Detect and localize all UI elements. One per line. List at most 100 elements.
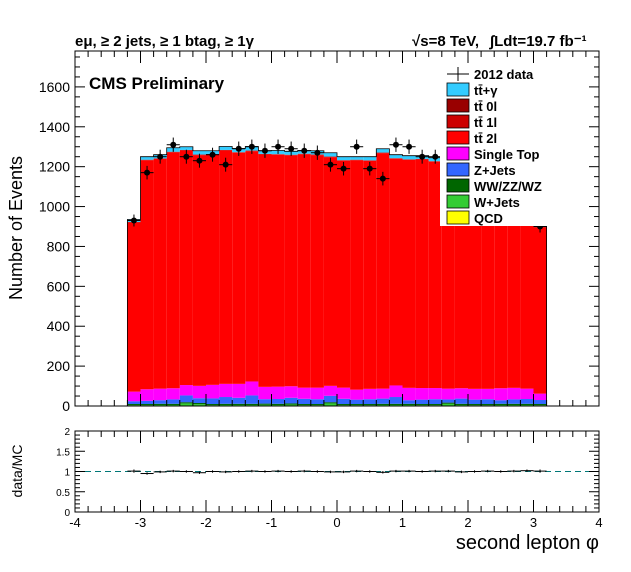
- ratio-point: [468, 470, 482, 473]
- x-tick-label: 4: [595, 515, 602, 530]
- bar-single-top: [232, 383, 246, 398]
- main-y-axis-title: Number of Events: [6, 156, 26, 300]
- data-point: [284, 141, 298, 156]
- bar-z-jets: [310, 399, 324, 405]
- bar-ww-zz-wz: [310, 404, 324, 406]
- legend-entry: tt̄ 1l: [446, 114, 497, 130]
- bar-w-jets: [284, 404, 298, 406]
- bar-tt: [363, 156, 377, 161]
- bar-tt: [337, 156, 351, 161]
- bar-single-top: [219, 383, 233, 398]
- ratio-point: [310, 470, 324, 473]
- y-tick-label: 1000: [39, 199, 70, 215]
- bar-tt-2l: [206, 154, 220, 385]
- bar-ww-zz-wz: [363, 404, 377, 406]
- bar-z-jets: [481, 399, 495, 405]
- bar-single-top: [494, 388, 508, 401]
- bar-ww-zz-wz: [284, 403, 298, 405]
- bar-tt: [323, 152, 337, 157]
- x-tick-label: 3: [530, 515, 537, 530]
- bar-single-top: [166, 388, 180, 400]
- y-tick-label: 200: [47, 358, 71, 374]
- data-point: [166, 137, 180, 152]
- data-point: [323, 157, 337, 172]
- data-point-marker: [314, 149, 321, 156]
- legend-entry: WW/ZZ/WZ: [446, 178, 542, 194]
- bar-single-top: [245, 381, 259, 396]
- bar-z-jets: [192, 398, 206, 404]
- bar-z-jets: [415, 399, 429, 405]
- bar-w-jets: [219, 405, 233, 406]
- ratio-points: [127, 469, 547, 475]
- bar-ww-zz-wz: [219, 403, 233, 406]
- bar-z-jets: [363, 399, 377, 405]
- ratio-plot-panel: 0 0.5 1 1.5 2 -4 -3 -2 -1 0 1 2 3 4: [56, 427, 603, 530]
- data-point-marker: [392, 141, 399, 148]
- bar-tt: [192, 150, 206, 155]
- ratio-point: [153, 470, 167, 474]
- ratio-point: [494, 470, 508, 473]
- bar-ww-zz-wz: [468, 404, 482, 406]
- bar-tt-2l: [533, 227, 547, 394]
- bar-ww-zz-wz: [481, 404, 495, 406]
- ratio-point: [258, 470, 272, 473]
- data-point: [428, 149, 442, 164]
- bar-tt-2l: [323, 157, 337, 386]
- legend-swatch: [446, 146, 470, 161]
- data-point-marker: [340, 165, 347, 172]
- legend-label: Single Top: [474, 147, 540, 162]
- data-point-marker: [235, 145, 242, 152]
- bar-z-jets: [402, 400, 416, 404]
- data-point-marker: [261, 147, 268, 154]
- ratio-point: [232, 470, 246, 473]
- bar-z-jets: [179, 395, 193, 403]
- bar-ww-zz-wz: [179, 402, 193, 404]
- bar-tt: [402, 155, 416, 160]
- bar-w-jets: [245, 405, 259, 406]
- legend-entry: tt̄ 0l: [446, 98, 497, 114]
- bar-w-jets: [323, 403, 337, 406]
- data-point-marker: [366, 165, 373, 172]
- bar-z-jets: [271, 399, 285, 404]
- bar-z-jets: [441, 399, 455, 403]
- bar-z-jets: [140, 400, 154, 405]
- y-tick-label: 800: [47, 238, 71, 254]
- legend-label: tt̄+γ: [474, 83, 498, 98]
- data-point: [297, 143, 311, 158]
- bar-z-jets: [127, 401, 141, 405]
- bar-tt: [179, 146, 193, 150]
- stacked-histogram: [127, 146, 547, 406]
- legend-label: tt̄ 2l: [474, 131, 497, 146]
- bar-tt-2l: [350, 160, 364, 390]
- bar-ww-zz-wz: [127, 404, 141, 406]
- bar-tt: [350, 156, 364, 160]
- bar-z-jets: [219, 397, 233, 404]
- x-tick-label: -4: [69, 515, 81, 530]
- bar-single-top: [468, 388, 482, 400]
- ratio-point: [481, 469, 495, 473]
- ratio-point: [140, 472, 154, 475]
- bar-w-jets: [258, 404, 272, 406]
- luminosity-label: ∫Ldt=19.7 fb⁻¹: [489, 33, 587, 50]
- bar-ww-zz-wz: [337, 404, 351, 406]
- cms-preliminary-label: CMS Preliminary: [89, 74, 225, 93]
- data-point-marker: [288, 145, 295, 152]
- ratio-point: [219, 470, 233, 474]
- ratio-x-axis: -4 -3 -2 -1 0 1 2 3 4: [69, 431, 603, 530]
- data-point: [389, 137, 403, 152]
- ratio-point: [520, 469, 534, 472]
- bar-single-top: [363, 388, 377, 400]
- bar-z-jets: [350, 399, 364, 405]
- data-point-marker: [209, 151, 216, 158]
- data-point: [402, 139, 416, 154]
- bar-w-jets: [376, 405, 390, 406]
- ratio-point: [337, 470, 351, 474]
- bar-w-jets: [232, 405, 246, 406]
- sqrt-s-label: √s=8 TeV,: [412, 33, 479, 50]
- ratio-point: [206, 470, 220, 473]
- ratio-point: [363, 470, 377, 473]
- bar-single-top: [454, 388, 468, 399]
- bar-tt-2l: [428, 161, 442, 389]
- y-tick-label: 0: [62, 398, 70, 414]
- bar-single-top: [284, 386, 298, 398]
